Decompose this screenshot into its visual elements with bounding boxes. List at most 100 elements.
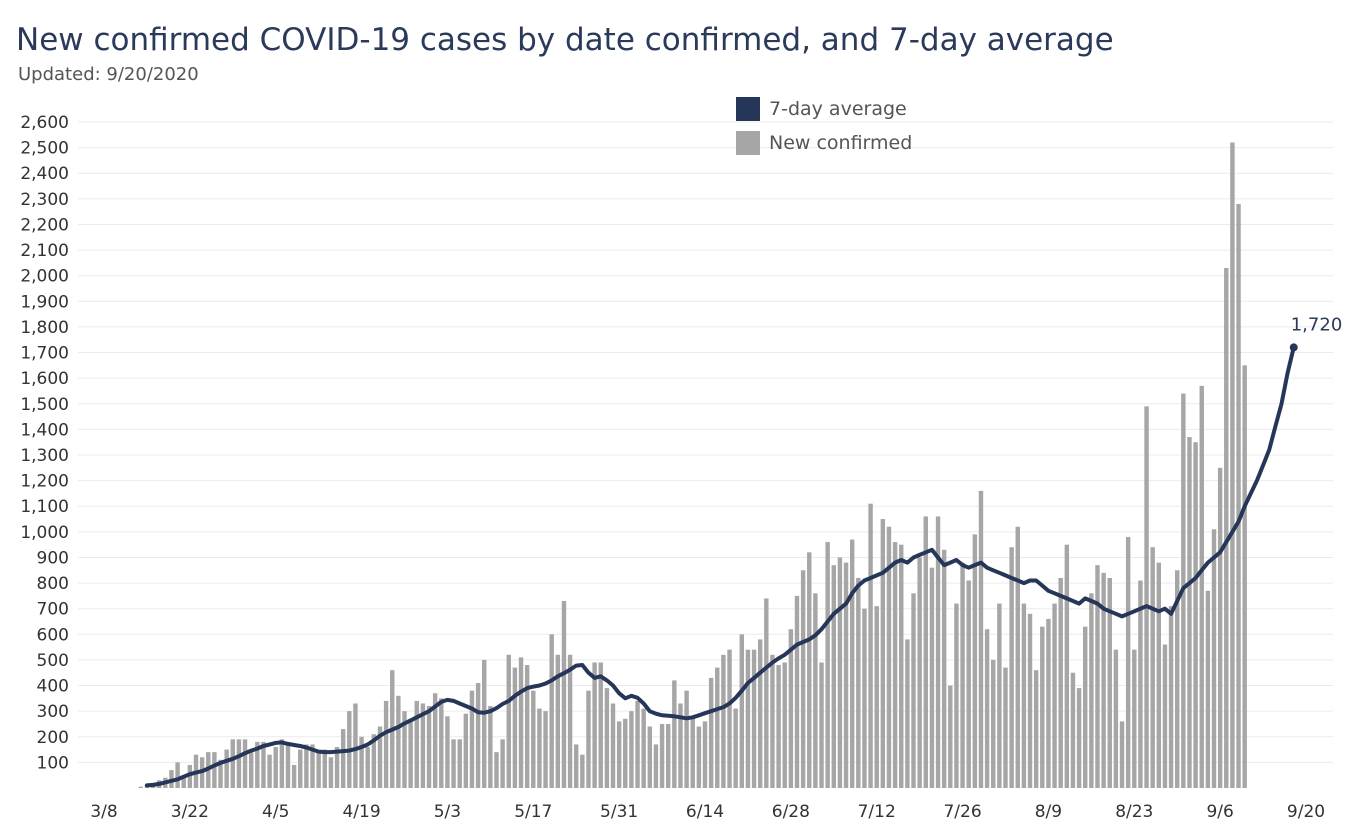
bar xyxy=(524,665,530,788)
chart-subtitle: Updated: 9/20/2020 xyxy=(18,64,199,85)
bar xyxy=(923,516,928,788)
bar xyxy=(475,682,481,788)
x-tick-label: 6/14 xyxy=(686,802,724,822)
legend-label-new: New confirmed xyxy=(769,132,913,154)
bar xyxy=(531,690,536,788)
bar xyxy=(445,716,450,788)
bar xyxy=(849,539,855,788)
bar xyxy=(1095,565,1100,788)
bar xyxy=(420,703,426,788)
legend-item-new: New confirmed xyxy=(736,126,912,160)
legend-swatch-new xyxy=(736,131,760,155)
bar xyxy=(917,557,922,788)
bar xyxy=(1076,688,1082,788)
bar xyxy=(181,775,186,788)
bar xyxy=(880,519,886,788)
bar xyxy=(242,739,248,788)
bar xyxy=(1101,572,1106,788)
bar xyxy=(807,552,812,788)
x-tick-label: 5/17 xyxy=(514,802,552,822)
bar xyxy=(1138,580,1143,788)
bar xyxy=(1175,570,1180,788)
bar xyxy=(745,649,751,788)
bar xyxy=(929,567,935,788)
bar xyxy=(1230,142,1235,788)
bar xyxy=(1224,268,1229,788)
legend-swatch-average xyxy=(736,97,760,121)
bar xyxy=(1003,667,1008,788)
bar xyxy=(1064,544,1070,788)
bar xyxy=(261,741,266,788)
end-value-label: 1,720 xyxy=(1291,314,1343,335)
y-tick-label: 1,600 xyxy=(20,369,69,389)
bar xyxy=(991,659,996,788)
bar xyxy=(1199,385,1204,788)
bar xyxy=(316,752,321,788)
bar xyxy=(1132,649,1137,788)
bar xyxy=(702,721,708,788)
y-tick-label: 200 xyxy=(37,728,69,748)
bar xyxy=(696,726,702,788)
bar xyxy=(175,762,180,788)
bar xyxy=(776,665,781,788)
bar xyxy=(629,711,634,788)
bar xyxy=(1113,649,1119,788)
bar xyxy=(1052,603,1057,788)
y-tick-label: 2,500 xyxy=(20,139,69,159)
y-tick-label: 2,300 xyxy=(20,190,69,210)
bar xyxy=(1162,644,1168,788)
bar xyxy=(1119,721,1125,788)
bar xyxy=(451,739,456,788)
bar xyxy=(218,759,223,788)
bar xyxy=(138,786,144,788)
y-tick-label: 1,800 xyxy=(20,318,69,338)
bar xyxy=(383,700,389,788)
bar xyxy=(506,654,511,788)
bar xyxy=(340,729,346,788)
bar xyxy=(285,744,291,788)
y-tick-label: 1,200 xyxy=(20,472,69,492)
bar xyxy=(298,749,303,788)
bar xyxy=(1193,442,1198,788)
x-tick-label: 4/5 xyxy=(262,802,289,822)
bar xyxy=(960,562,965,788)
bar xyxy=(886,526,892,788)
x-tick-label: 9/6 xyxy=(1206,802,1233,822)
bar xyxy=(371,734,377,788)
bar xyxy=(396,695,401,788)
bar xyxy=(672,680,677,788)
average-line xyxy=(144,345,1296,788)
y-tick-label: 2,200 xyxy=(20,215,69,235)
bar xyxy=(334,747,340,788)
y-tick-label: 1,400 xyxy=(20,420,69,440)
x-tick-label: 5/3 xyxy=(434,802,461,822)
y-tick-label: 600 xyxy=(37,625,69,645)
bar xyxy=(868,503,873,788)
bar xyxy=(567,654,573,788)
bar xyxy=(739,634,745,788)
bar xyxy=(1107,577,1112,788)
line-end-point xyxy=(1289,343,1298,352)
bar xyxy=(1242,365,1247,788)
bar xyxy=(862,608,867,788)
bar xyxy=(518,657,524,788)
bar xyxy=(708,677,714,788)
bar xyxy=(1083,626,1088,788)
bar xyxy=(488,706,493,788)
bar xyxy=(653,744,659,788)
x-tick-label: 8/9 xyxy=(1035,802,1062,822)
bar xyxy=(1236,203,1241,788)
bar xyxy=(463,713,469,788)
x-tick-label: 7/26 xyxy=(943,802,981,822)
bar xyxy=(1040,626,1045,788)
bar xyxy=(224,749,229,788)
bar xyxy=(813,593,818,788)
bar xyxy=(647,726,653,788)
bar xyxy=(856,577,861,788)
bar xyxy=(721,654,726,788)
bar xyxy=(561,601,567,788)
bar xyxy=(432,693,438,788)
bar xyxy=(1144,406,1149,788)
y-tick-label: 2,000 xyxy=(20,267,69,287)
